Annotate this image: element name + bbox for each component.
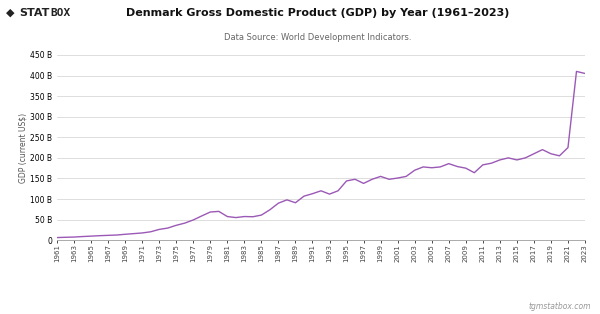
Text: STAT: STAT (19, 8, 50, 18)
Text: Data Source: World Development Indicators.: Data Source: World Development Indicator… (224, 33, 412, 42)
Text: tgmstatbox.com: tgmstatbox.com (529, 302, 591, 311)
Text: BOX: BOX (50, 8, 71, 18)
Y-axis label: GDP (current US$): GDP (current US$) (18, 112, 27, 183)
Text: Denmark Gross Domestic Product (GDP) by Year (1961–2023): Denmark Gross Domestic Product (GDP) by … (127, 8, 509, 18)
Text: ◆: ◆ (6, 8, 14, 18)
